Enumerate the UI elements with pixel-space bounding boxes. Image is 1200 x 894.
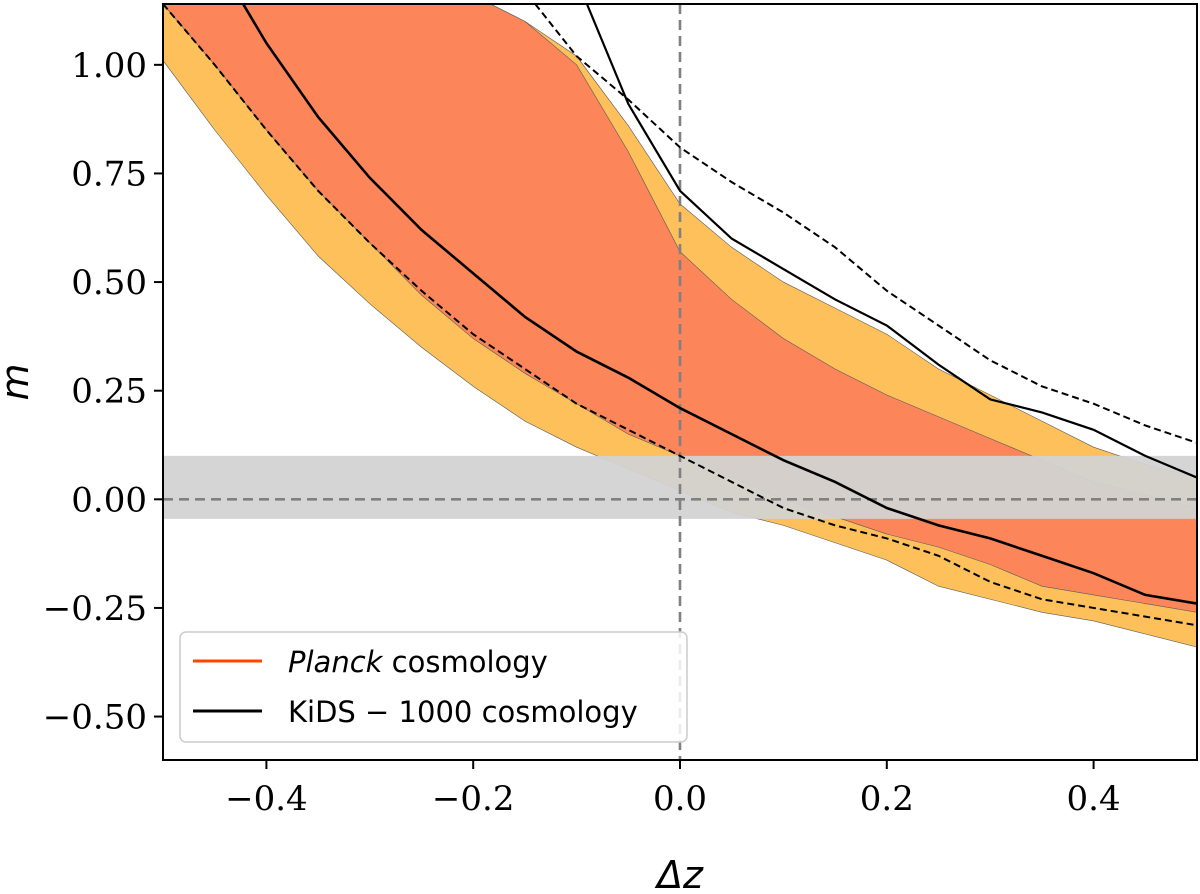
series-line-3 — [534, 4, 1197, 444]
y-tick-label: −0.50 — [43, 698, 147, 738]
legend-label: KiDS − 1000 cosmology — [288, 695, 638, 729]
x-tick-label: 0.2 — [860, 779, 914, 819]
y-tick-label: 0.50 — [71, 263, 147, 303]
y-tick-label: 0.75 — [71, 154, 147, 194]
x-axis-label: Δz — [654, 853, 704, 894]
legend: Planck cosmology KiDS − 1000 cosmology — [179, 631, 688, 743]
series-line-4 — [163, 4, 1197, 627]
legend-label: Planck cosmology — [288, 645, 548, 679]
x-tick-label: −0.4 — [225, 779, 308, 819]
y-axis-label: m — [0, 363, 37, 400]
x-axis: −0.4 −0.2 0.0 0.2 0.4 — [225, 760, 1121, 819]
legend-box — [179, 631, 688, 743]
x-tick-label: 0.4 — [1067, 779, 1121, 819]
series-line-1 — [241, 4, 1197, 605]
x-tick-label: −0.2 — [432, 779, 515, 819]
y-tick-label: 0.25 — [71, 372, 147, 412]
x-tick-label: 0.0 — [653, 779, 707, 819]
series-line-2 — [585, 4, 1197, 479]
plot-area — [163, 4, 1197, 760]
y-axis: −0.50 −0.25 0.00 0.25 0.50 0.75 1.00 — [43, 46, 163, 738]
y-tick-label: −0.25 — [43, 589, 147, 629]
y-tick-label: 0.00 — [71, 480, 147, 520]
y-tick-label: 1.00 — [71, 46, 147, 86]
